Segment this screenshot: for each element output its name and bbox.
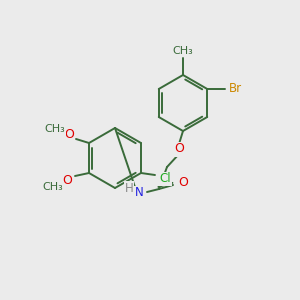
Text: O: O [62, 173, 72, 187]
Text: N: N [135, 187, 143, 200]
Text: CH₃: CH₃ [45, 124, 65, 134]
Text: Cl: Cl [159, 172, 171, 185]
Text: O: O [174, 142, 184, 155]
Text: O: O [178, 176, 188, 188]
Text: Br: Br [229, 82, 242, 95]
Text: O: O [64, 128, 74, 142]
Text: CH₃: CH₃ [172, 46, 194, 56]
Text: CH₃: CH₃ [43, 182, 63, 192]
Text: H: H [124, 182, 134, 194]
